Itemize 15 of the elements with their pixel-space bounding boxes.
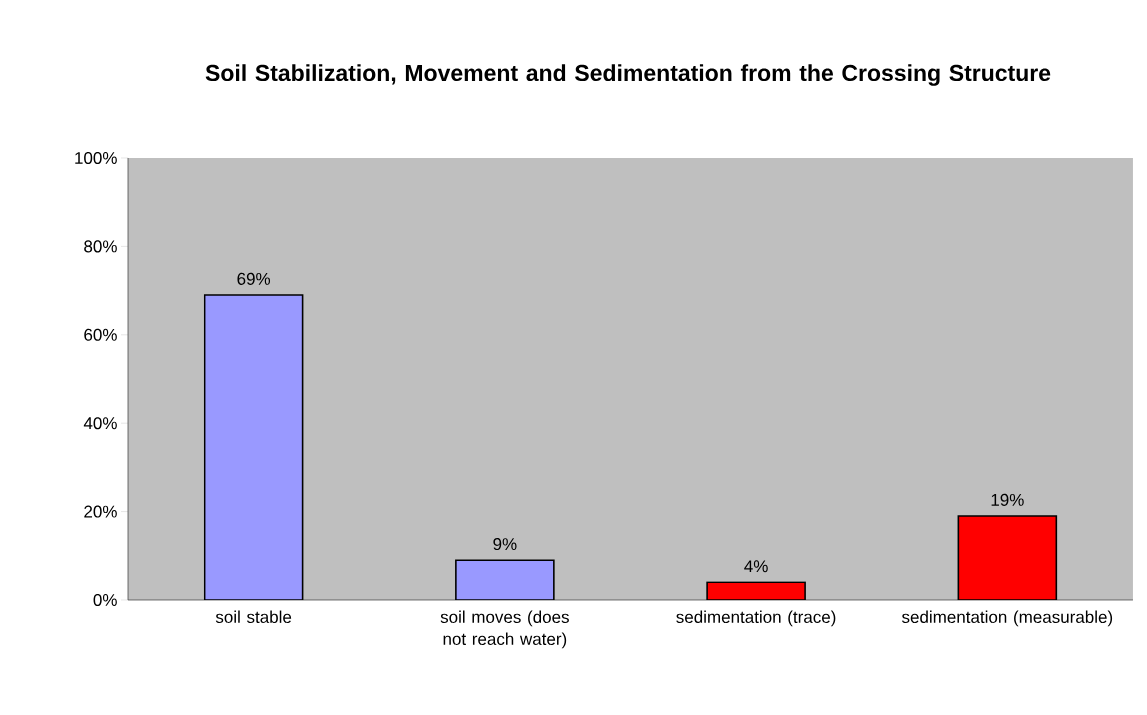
chart-title: Soil Stabilization, Movement and Sedimentation from the Crossing Structure bbox=[205, 64, 1051, 86]
y-tick-label: 100% bbox=[75, 151, 117, 165]
y-tick-label: 40% bbox=[83, 417, 117, 430]
y-tick-label: 20% bbox=[84, 505, 117, 518]
y-tick-label: 80% bbox=[84, 240, 117, 253]
x-tick-label: soil moves (does not reach water) bbox=[440, 610, 569, 649]
x-tick-label: sedimentation (measurable) bbox=[901, 610, 1113, 627]
data-label: 69% bbox=[237, 272, 271, 285]
data-label: 19% bbox=[991, 493, 1024, 506]
data-label: 4% bbox=[744, 560, 768, 573]
y-tick-label: 0% bbox=[93, 593, 117, 607]
data-label: 9% bbox=[493, 538, 517, 551]
x-tick-label: soil stable bbox=[215, 610, 292, 624]
x-tick-label: sedimentation (trace) bbox=[676, 610, 836, 627]
y-tick-label: 60% bbox=[84, 328, 117, 341]
